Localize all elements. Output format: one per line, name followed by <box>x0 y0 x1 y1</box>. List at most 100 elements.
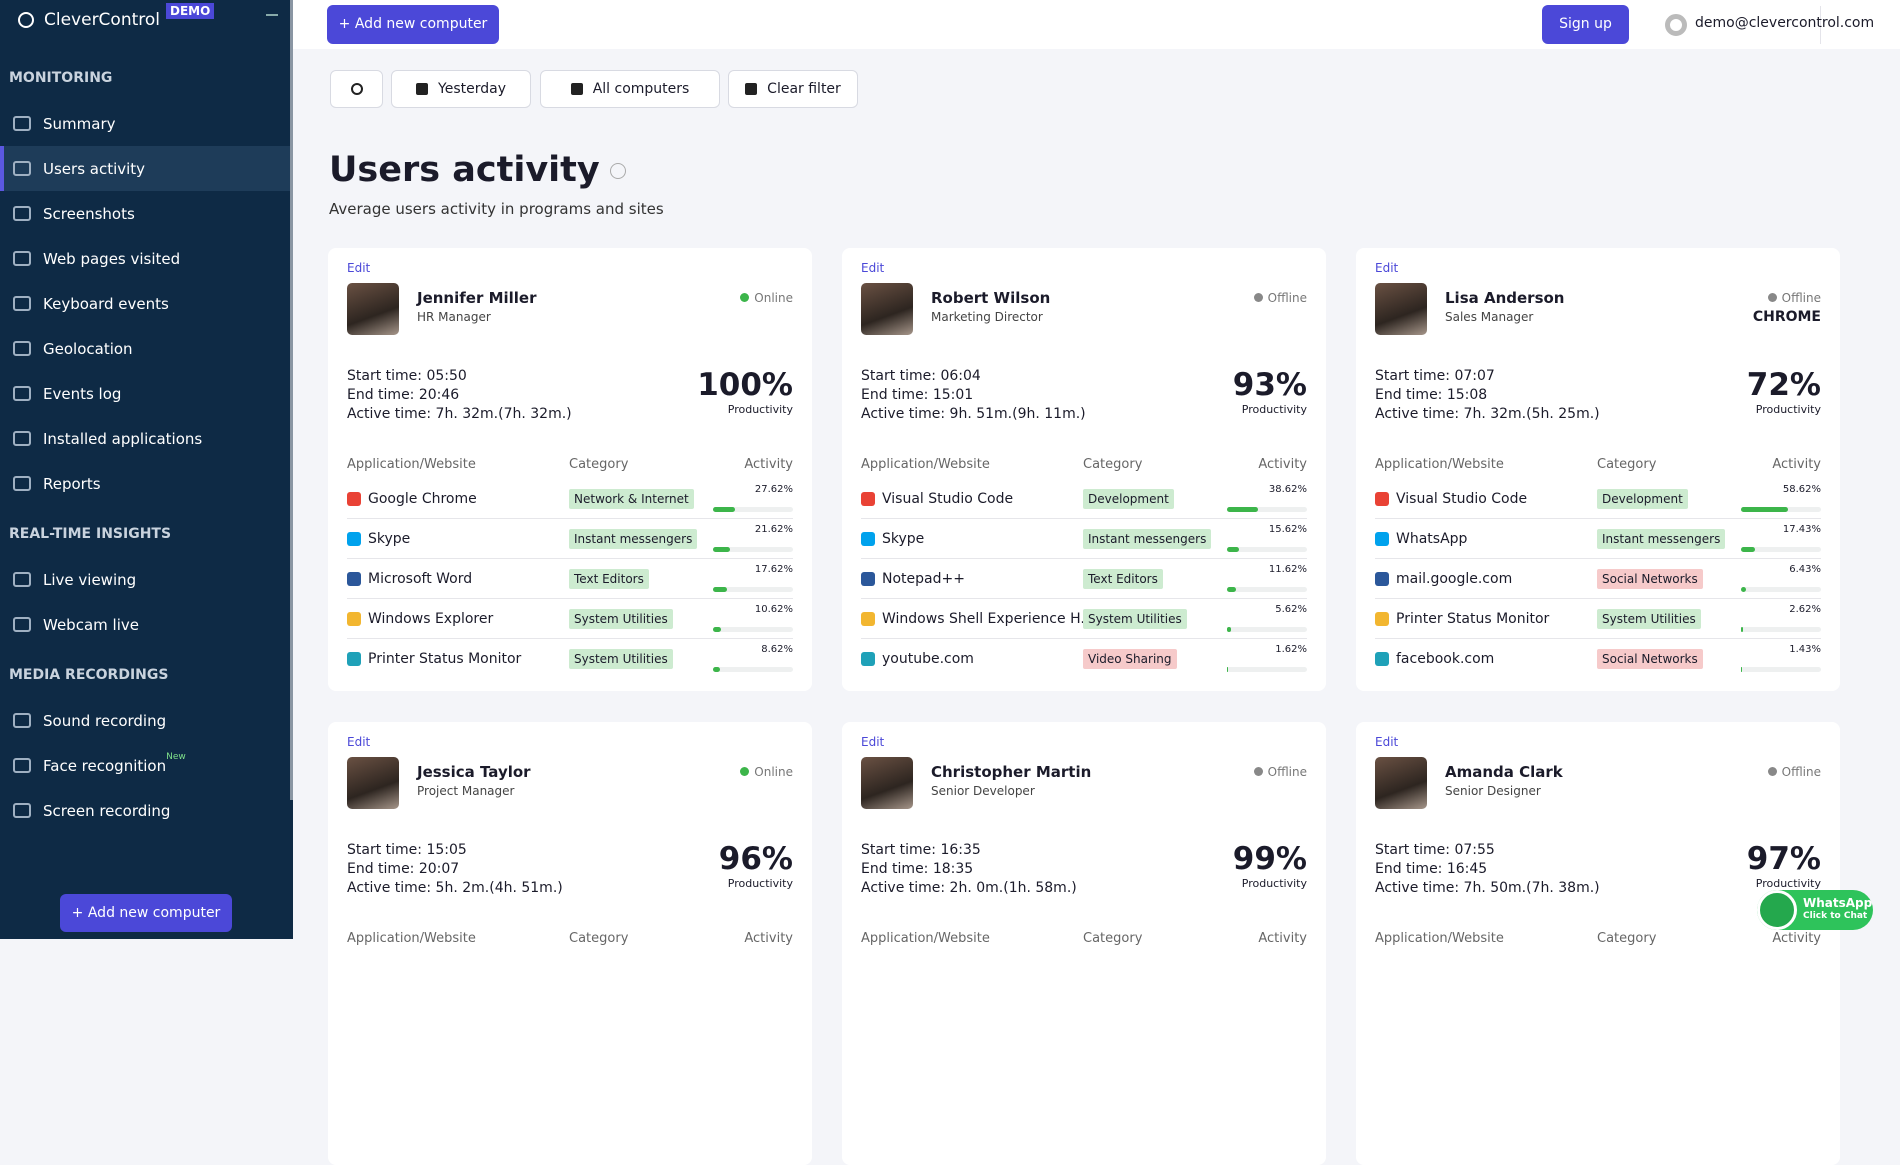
column-header: Activity <box>1772 457 1821 472</box>
whatsapp-subtitle: Click to Chat <box>1803 911 1868 921</box>
signup-button[interactable]: Sign up <box>1542 5 1629 44</box>
edit-link[interactable]: Edit <box>347 261 371 275</box>
edit-link[interactable]: Edit <box>861 735 885 749</box>
date-filter[interactable]: Yesterday <box>391 70 531 108</box>
activity-cell: 38.62% <box>1225 484 1307 514</box>
productivity-label: Productivity <box>727 877 793 890</box>
app-row: Google Chrome Network & Internet 27.62% <box>347 479 793 519</box>
nav-icon <box>13 161 31 176</box>
activity-cell: 11.62% <box>1225 564 1307 594</box>
avatar <box>861 757 913 809</box>
app-icon <box>861 531 875 546</box>
nav-section-title: MEDIA RECORDINGS <box>9 667 169 683</box>
app-row: Skype Instant messengers 21.62% <box>347 519 793 559</box>
category-tag: Development <box>1597 488 1688 509</box>
category-tag: Network & Internet <box>569 488 694 509</box>
edit-link[interactable]: Edit <box>861 261 885 275</box>
status-text: Online <box>754 765 793 779</box>
nav-item[interactable]: Live viewing <box>0 557 293 602</box>
start-time: Start time: 16:35 <box>861 842 981 858</box>
activity-bar <box>713 626 722 632</box>
app-table: Google Chrome Network & Internet 27.62% Sky… <box>347 479 793 679</box>
user-info: Jennifer Miller HR Manager <box>417 289 537 337</box>
category-cell: Instant messengers <box>1083 528 1225 549</box>
computer-filter[interactable]: All computers <box>540 70 720 108</box>
nav-item[interactable]: Sound recording <box>0 698 293 743</box>
activity-cell: 5.62% <box>1225 604 1307 634</box>
productivity: 99% Productivity <box>1233 841 1307 897</box>
collapse-button[interactable] <box>266 14 278 16</box>
user-email[interactable]: demo@clevercontrol.com <box>1695 15 1875 31</box>
user-card: Edit Amanda Clark Senior Designer Offline St… <box>1356 722 1840 1165</box>
productivity-label: Productivity <box>1241 877 1307 890</box>
nav-item[interactable]: Geolocation <box>0 326 293 371</box>
category-cell: Development <box>1597 488 1739 509</box>
nav-label: Users activity <box>43 159 146 178</box>
column-header: Application/Website <box>861 457 990 472</box>
nav-item[interactable]: Installed applications <box>0 416 293 461</box>
end-time: End time: 16:45 <box>1375 861 1488 877</box>
status-line: Online <box>740 291 793 305</box>
category-tag: System Utilities <box>1597 608 1701 629</box>
activity-bar <box>713 667 720 672</box>
app-cell: WhatsApp <box>1375 531 1597 547</box>
activity-track <box>1741 667 1821 672</box>
nav-icon <box>13 758 31 773</box>
time-list: Start time: 15:05 End time: 20:07 Active t… <box>347 841 563 897</box>
nav-item[interactable]: Events log <box>0 371 293 416</box>
nav-item[interactable]: Keyboard events <box>0 281 293 326</box>
activity-label: 38.62% <box>1268 483 1307 495</box>
table-header: Application/Website Category Activity <box>861 931 1307 953</box>
clear-filter[interactable]: Clear filter <box>728 70 858 108</box>
category-tag: Development <box>1083 488 1174 509</box>
productivity-label: Productivity <box>1755 877 1821 890</box>
activity-bar <box>713 506 736 512</box>
time-list: Start time: 06:04 End time: 15:01 Active t… <box>861 367 1086 423</box>
column-header: Category <box>1083 931 1143 946</box>
nav-item[interactable]: Reports <box>0 461 293 506</box>
app-name: facebook.com <box>1396 651 1495 667</box>
nav-section-title: MONITORING <box>9 70 113 86</box>
user-card: Edit Christopher Martin Senior Developer Of… <box>842 722 1326 1165</box>
time-list: Start time: 16:35 End time: 18:35 Active t… <box>861 841 1077 897</box>
app-table: Visual Studio Code Development 58.62% Whats… <box>1375 479 1821 679</box>
sidebar-add-button[interactable]: + Add new computer <box>60 894 232 932</box>
table-header: Application/Website Category Activity <box>347 457 793 479</box>
user-card: Edit Jessica Taylor Project Manager Online S… <box>328 722 812 1165</box>
category-tag: Social Networks <box>1597 649 1703 669</box>
add-computer-button[interactable]: + Add new computer <box>327 5 499 44</box>
activity-bar <box>1227 667 1229 672</box>
settings-icon[interactable] <box>1665 14 1687 36</box>
app-cell: Printer Status Monitor <box>347 651 569 667</box>
edit-link[interactable]: Edit <box>347 735 371 749</box>
nav-item[interactable]: Screenshots <box>0 191 293 236</box>
separator <box>1820 6 1821 44</box>
refresh-button[interactable] <box>330 70 383 108</box>
app-cell: Microsoft Word <box>347 571 569 587</box>
nav-icon <box>13 116 31 131</box>
app-cell: Notepad++ <box>861 571 1083 587</box>
nav-item[interactable]: Users activity <box>0 146 293 191</box>
nav-item[interactable]: Screen recording <box>0 788 293 833</box>
nav-item[interactable]: Web pages visited <box>0 236 293 281</box>
activity-cell: 1.43% <box>1739 644 1821 674</box>
status-dot <box>1253 767 1263 776</box>
nav-item[interactable]: Summary <box>0 101 293 146</box>
times: Start time: 07:55 End time: 16:45 Active t… <box>1375 841 1821 897</box>
category-tag: Text Editors <box>1083 568 1163 589</box>
user-card: Edit Lisa Anderson Sales Manager Offline CHR… <box>1356 248 1840 691</box>
user-name: Lisa Anderson <box>1445 289 1565 307</box>
activity-cell: 58.62% <box>1739 484 1821 514</box>
nav-icon <box>13 431 31 446</box>
activity-track <box>1227 667 1307 672</box>
edit-link[interactable]: Edit <box>1375 735 1399 749</box>
nav-item[interactable]: Webcam live <box>0 602 293 647</box>
whatsapp-title: WhatsApp <box>1803 896 1873 910</box>
column-header: Category <box>1083 457 1143 472</box>
app-name: Skype <box>882 530 925 547</box>
whatsapp-widget[interactable]: WhatsApp Click to Chat <box>1757 890 1873 930</box>
app-cell: Windows Shell Experience H... <box>861 611 1083 627</box>
edit-link[interactable]: Edit <box>1375 261 1399 275</box>
activity-bar <box>1227 626 1232 632</box>
nav-item[interactable]: Face recognitionNew <box>0 743 293 788</box>
